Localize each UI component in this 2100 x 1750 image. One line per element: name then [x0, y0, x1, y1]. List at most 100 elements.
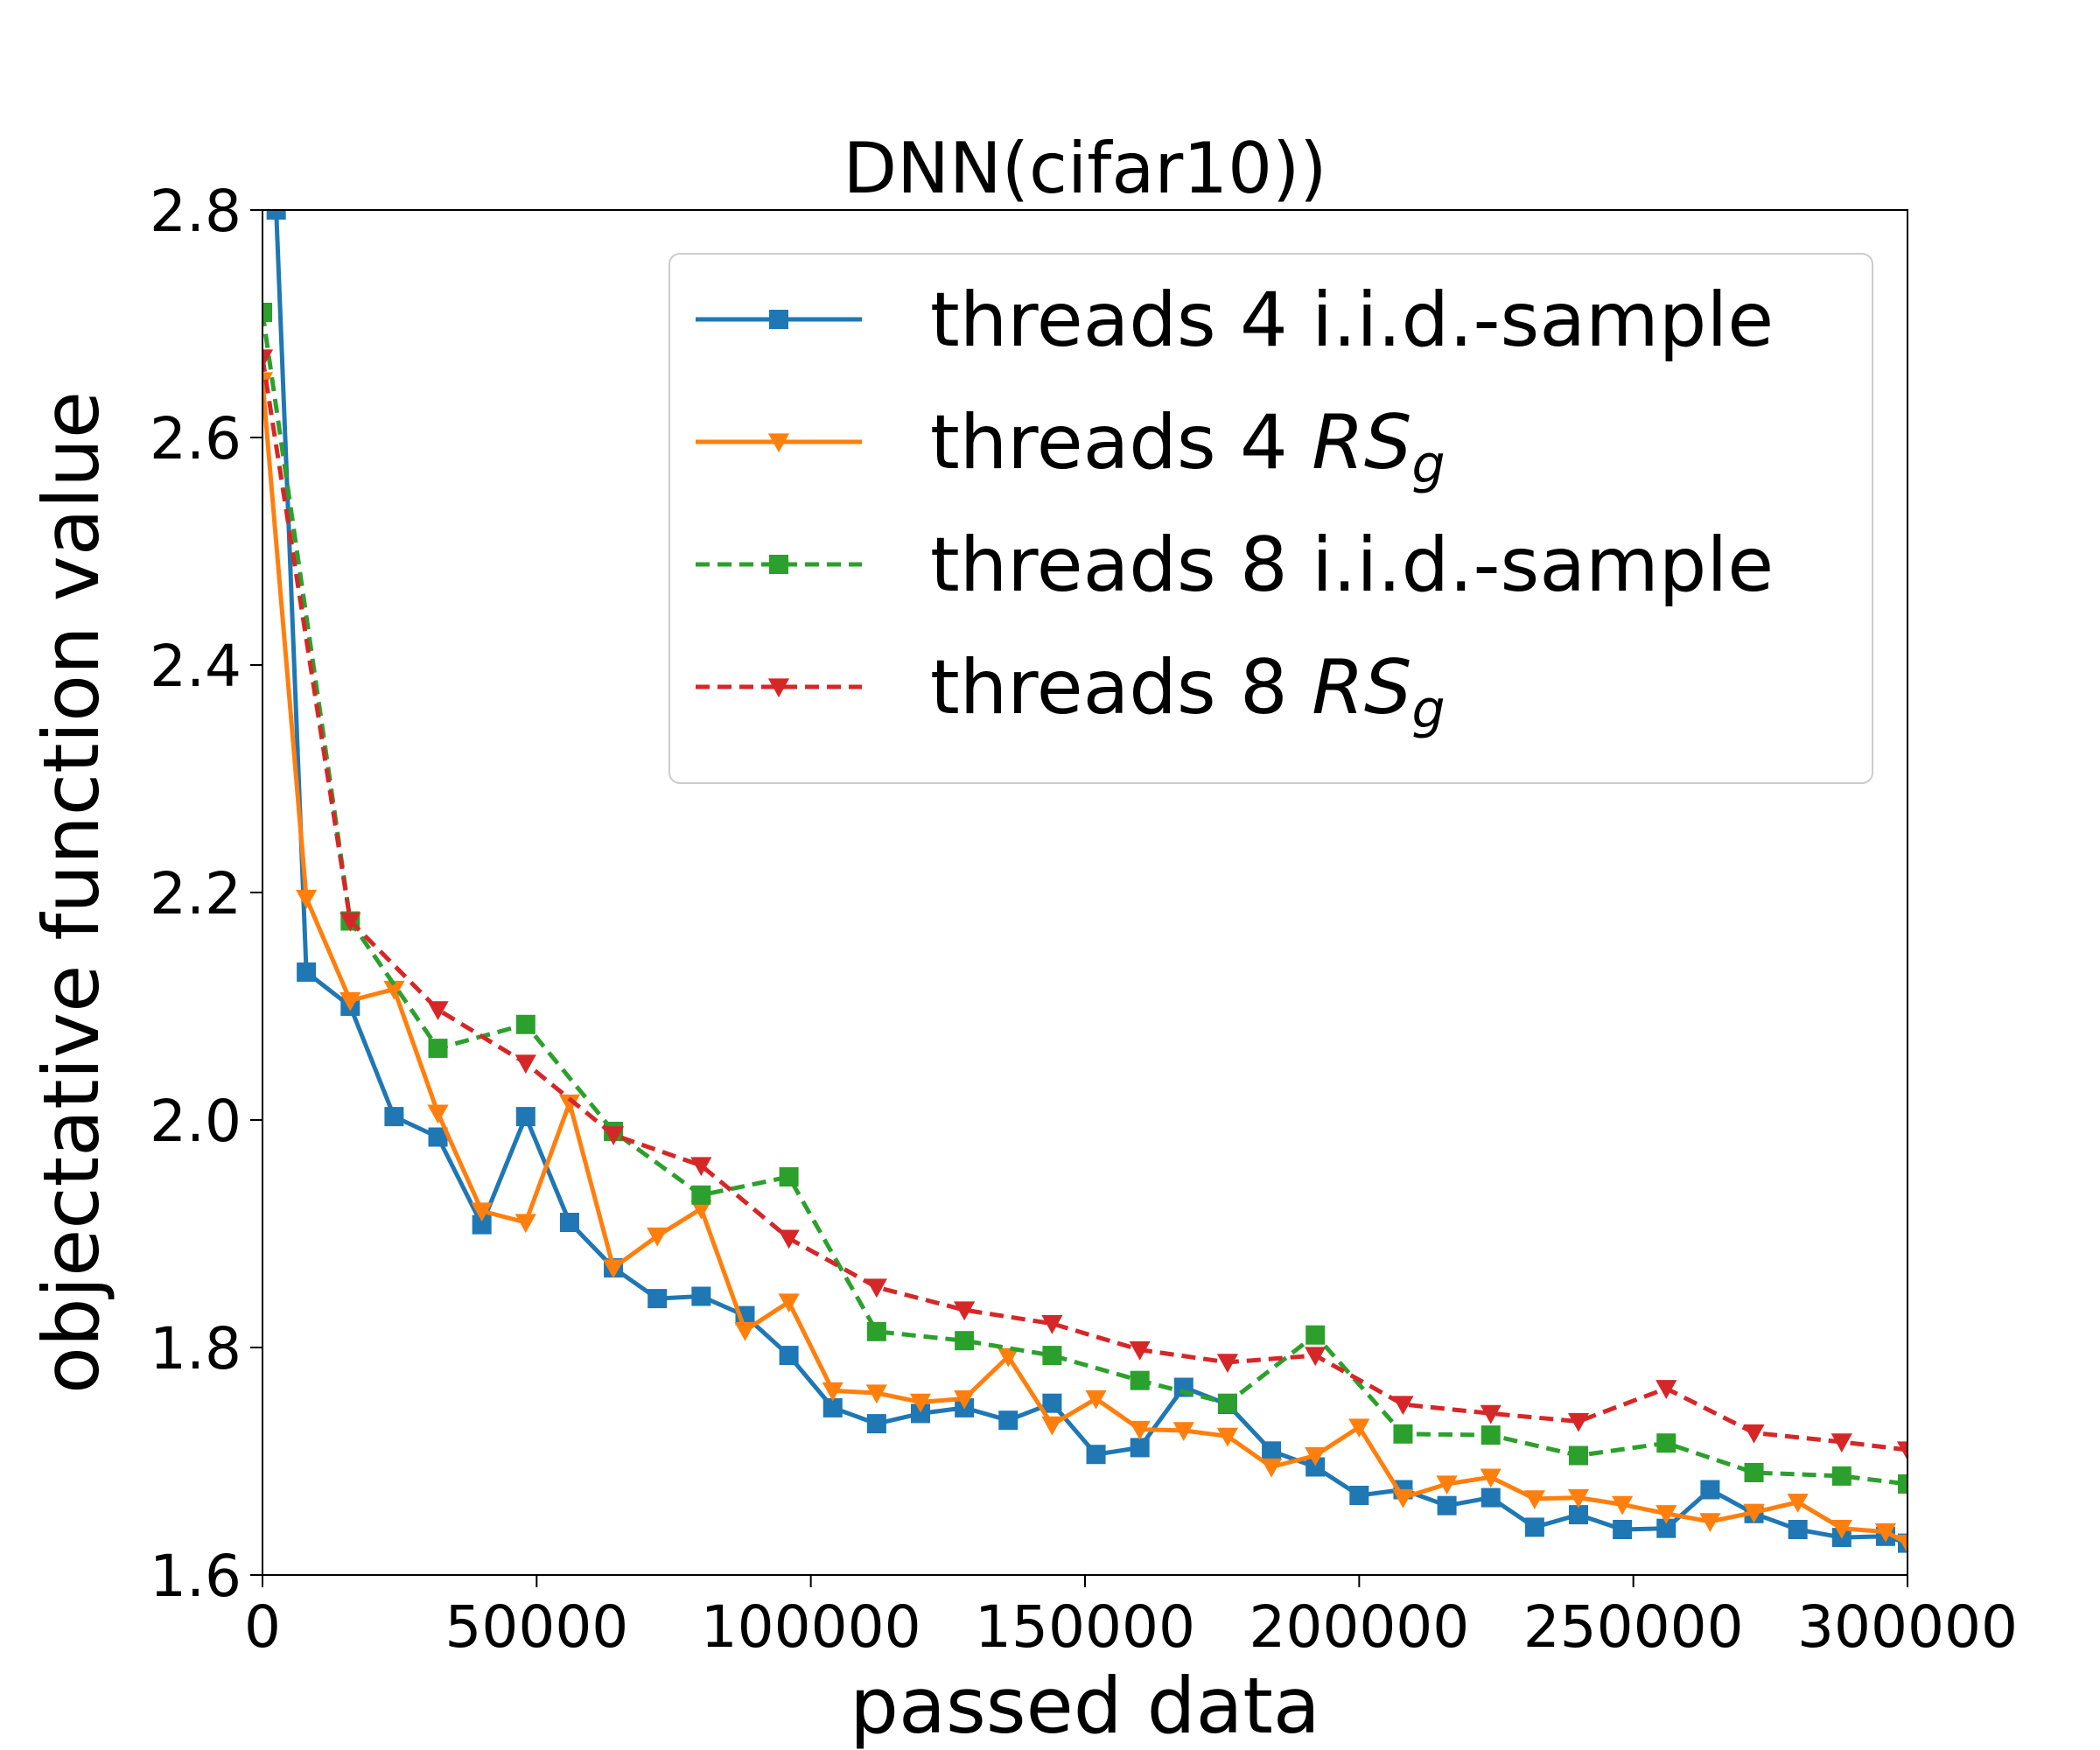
data-point: [865, 1384, 887, 1404]
data-point: [1130, 1370, 1150, 1390]
data-point: [1567, 1412, 1590, 1432]
data-point: [866, 1414, 886, 1434]
data-point: [1085, 1390, 1107, 1410]
x-tick-label: 250000: [1523, 1593, 1744, 1661]
data-point: [1830, 1433, 1852, 1452]
data-point: [1743, 1424, 1765, 1444]
x-tick-label: 150000: [975, 1593, 1195, 1661]
data-point: [734, 1321, 756, 1341]
data-point: [998, 1410, 1018, 1431]
data-point: [1787, 1494, 1809, 1513]
data-point: [822, 1382, 844, 1402]
data-point: [427, 1001, 449, 1020]
x-axis: 0 50000 100000 150000 200000 250000 300000: [244, 1575, 2018, 1661]
data-point: [1348, 1418, 1370, 1438]
data-point: [1262, 1441, 1282, 1461]
data-point: [1129, 1420, 1151, 1440]
data-point: [1260, 1458, 1283, 1478]
data-point: [515, 1014, 536, 1034]
legend: threads 4 i.i.d.-sample threads 4 RSg thre…: [668, 253, 1873, 784]
y-axis-label: objectative function value: [26, 391, 116, 1394]
data-point: [691, 1185, 711, 1205]
legend-box: [668, 253, 1873, 784]
data-point: [1788, 1520, 1808, 1539]
y-tick-label: 2.0: [150, 1088, 242, 1155]
data-point: [1129, 1340, 1151, 1361]
data-point: [779, 1167, 799, 1186]
data-point: [1436, 1475, 1458, 1495]
data-point: [648, 1289, 668, 1309]
data-point: [384, 1107, 404, 1127]
data-point: [1172, 1422, 1194, 1441]
data-point: [1743, 1503, 1765, 1523]
y-tick-label: 2.2: [150, 860, 242, 928]
data-point: [515, 1107, 536, 1127]
data-point: [297, 962, 317, 982]
legend-marker: [767, 433, 790, 453]
data-point: [1216, 1427, 1239, 1447]
data-point: [1744, 1463, 1764, 1482]
legend-label: threads 4 RSg: [930, 399, 1446, 495]
data-point: [691, 1286, 711, 1306]
data-point: [1613, 1520, 1633, 1539]
data-point: [865, 1278, 887, 1298]
x-tick-label: 300000: [1797, 1593, 2018, 1661]
data-point: [266, 210, 286, 220]
data-point: [1392, 1488, 1414, 1508]
data-point: [647, 1227, 668, 1247]
data-point: [1656, 1380, 1677, 1399]
data-point: [1656, 1505, 1677, 1524]
data-point: [1480, 1488, 1501, 1508]
data-point: [427, 1104, 449, 1124]
data-point: [340, 991, 361, 1012]
data-point: [1567, 1488, 1590, 1508]
data-point: [1656, 1433, 1676, 1453]
data-point: [1392, 1396, 1414, 1416]
y-axis: 1.6 1.8 2.0 2.2 2.4 2.6 2.8: [150, 178, 262, 1610]
data-point: [778, 1229, 800, 1250]
data-point: [262, 349, 274, 369]
data-point: [1041, 1416, 1063, 1436]
data-point: [1130, 1438, 1150, 1458]
data-point: [428, 1039, 448, 1059]
data-point: [340, 912, 361, 932]
data-point: [1830, 1520, 1852, 1539]
data-point: [514, 1214, 536, 1234]
data-point: [428, 1127, 448, 1147]
data-point: [1523, 1490, 1545, 1509]
data-point: [1896, 1441, 1908, 1461]
chart-title: DNN(cifar10)): [843, 128, 1326, 209]
data-point: [1480, 1404, 1502, 1424]
data-point: [1305, 1347, 1326, 1367]
data-point: [1480, 1425, 1501, 1446]
data-point: [1656, 1518, 1676, 1538]
series-line-4: [262, 357, 1908, 1452]
y-tick-label: 2.8: [150, 178, 242, 245]
data-point: [690, 1200, 712, 1220]
data-point: [822, 1397, 843, 1418]
data-point: [1216, 1354, 1239, 1373]
data-point: [602, 1259, 625, 1279]
data-point: [262, 303, 272, 322]
data-point: [954, 1301, 976, 1321]
data-point: [602, 1126, 625, 1145]
data-point: [471, 1202, 493, 1222]
legend-marker: [769, 310, 788, 329]
data-point: [911, 1404, 930, 1424]
data-point: [1569, 1446, 1588, 1466]
data-point: [1898, 1474, 1908, 1494]
data-point: [1041, 1315, 1063, 1334]
data-point: [998, 1348, 1019, 1368]
data-point: [1042, 1393, 1062, 1413]
data-point: [1699, 1513, 1721, 1532]
x-axis-label: passed data: [850, 1661, 1320, 1750]
data-point: [909, 1393, 932, 1413]
data-point: [1305, 1446, 1326, 1466]
data-point: [514, 1054, 536, 1074]
data-point: [383, 980, 405, 1000]
data-point: [1569, 1505, 1588, 1525]
series-line-3: [262, 312, 1908, 1487]
data-point: [1306, 1325, 1326, 1345]
y-tick-label: 1.6: [150, 1543, 242, 1610]
